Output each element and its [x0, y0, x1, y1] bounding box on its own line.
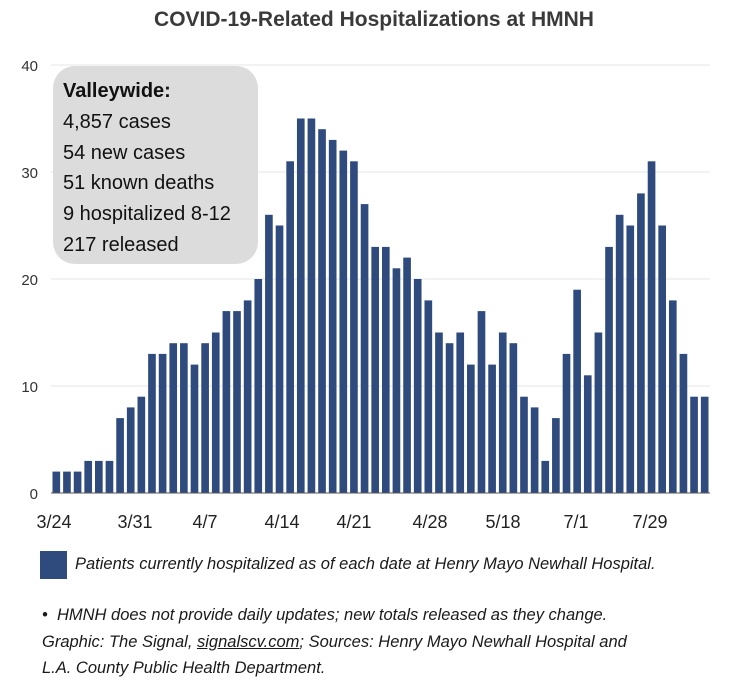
bar: [95, 460, 103, 493]
y-tick-label: 20: [21, 272, 38, 289]
summary-deaths: 51 known deaths: [63, 172, 215, 195]
bar: [456, 332, 465, 493]
bar: [594, 332, 603, 493]
bar: [583, 375, 592, 493]
bar: [477, 311, 486, 493]
bar: [222, 311, 231, 493]
bar: [328, 139, 337, 493]
bar: [84, 460, 93, 493]
credits-suffix: ; Sources: Henry Mayo Newhall Hospital a…: [299, 632, 627, 651]
bar: [605, 246, 613, 493]
bar: [509, 343, 518, 493]
footnote-update-policy: • HMNH does not provide daily updates; n…: [42, 602, 732, 629]
bar: [73, 471, 82, 493]
bar: [169, 343, 178, 493]
update-policy-text: HMNH does not provide daily updates; new…: [56, 606, 608, 624]
bar: [137, 396, 146, 493]
bar: [190, 364, 199, 493]
bar: [552, 418, 560, 493]
bar: [201, 343, 209, 493]
bar: [637, 193, 645, 493]
summary-cases: 4,857 cases: [63, 110, 171, 133]
x-tick-label: 4/7: [192, 512, 217, 532]
x-tick-label: 4/14: [264, 512, 299, 532]
bar: [467, 364, 475, 493]
bar: [116, 418, 124, 493]
bar: [148, 353, 156, 493]
bar: [562, 353, 571, 493]
y-tick-label: 10: [21, 379, 38, 396]
x-tick-label: 4/28: [412, 512, 447, 532]
bar: [318, 129, 326, 493]
bar: [307, 118, 316, 493]
bar: [254, 279, 263, 493]
bar: [392, 268, 401, 493]
legend-label: Patients currently hospitalized as of ea…: [75, 555, 656, 573]
bar: [275, 225, 284, 493]
bar: [668, 300, 677, 493]
bar: [700, 396, 709, 493]
bullet: •: [42, 606, 48, 624]
y-tick-label: 40: [21, 58, 38, 75]
bar: [286, 161, 294, 494]
x-tick-label: 3/24: [36, 512, 71, 532]
bar: [265, 214, 273, 494]
footnotes: • HMNH does not provide daily updates; n…: [42, 602, 732, 682]
bar: [296, 118, 305, 493]
bar: [339, 150, 348, 493]
signalscv-link[interactable]: signalscv.com: [197, 632, 300, 651]
bar: [211, 332, 220, 493]
bar: [530, 407, 539, 493]
bar-chart: 0 10 20 30 40 3/24 3/31 4/7 4/14 4/21 4/28 5/18 7/1 7…: [21, 58, 710, 532]
bar: [445, 343, 454, 493]
valleywide-summary-box: Valleywide: 4,857 cases 54 new cases 51 …: [53, 66, 258, 264]
y-tick-label: 0: [30, 486, 38, 503]
bar: [435, 332, 443, 493]
bar: [690, 396, 698, 493]
bar: [360, 204, 369, 493]
bar: [126, 407, 135, 493]
summary-released: 217 released: [63, 233, 179, 256]
credits-prefix: Graphic: The Signal,: [42, 632, 197, 651]
bar: [350, 161, 358, 494]
bar: [381, 246, 390, 493]
x-tick-label: 7/29: [632, 512, 667, 532]
summary-hospitalized: 9 hospitalized 8-12: [63, 203, 231, 226]
x-tick-label: 4/21: [336, 512, 371, 532]
bar: [52, 471, 61, 493]
legend-swatch: [40, 551, 67, 579]
bar: [520, 396, 528, 493]
bar: [626, 225, 635, 493]
bar: [403, 257, 411, 493]
bar: [371, 246, 380, 493]
summary-new-cases: 54 new cases: [63, 141, 186, 164]
footnote-sources: L.A. County Public Health Department.: [42, 659, 326, 677]
x-tick-label: 7/1: [563, 512, 588, 532]
bar: [488, 364, 496, 493]
bar: [647, 161, 656, 494]
legend: Patients currently hospitalized as of ea…: [40, 551, 740, 581]
summary-heading: Valleywide:: [63, 80, 171, 102]
x-tick-label: 3/31: [117, 512, 152, 532]
bar: [233, 311, 241, 493]
bar: [105, 460, 114, 493]
bar: [243, 300, 252, 493]
bar: [63, 471, 71, 493]
bar: [498, 332, 507, 493]
bar: [679, 353, 688, 493]
bar: [158, 353, 167, 493]
bar: [573, 289, 581, 493]
bar: [615, 214, 624, 494]
y-tick-label: 30: [21, 165, 38, 182]
bar: [413, 279, 422, 493]
bar: [658, 225, 666, 493]
bar: [541, 460, 550, 493]
bar: [424, 300, 433, 493]
footnote-credits: Graphic: The Signal, signalscv.com; Sour…: [42, 629, 732, 656]
x-tick-label: 5/18: [485, 512, 520, 532]
chart-title: COVID-19-Related Hospitalizations at HMN…: [154, 8, 594, 31]
bar: [180, 343, 188, 493]
